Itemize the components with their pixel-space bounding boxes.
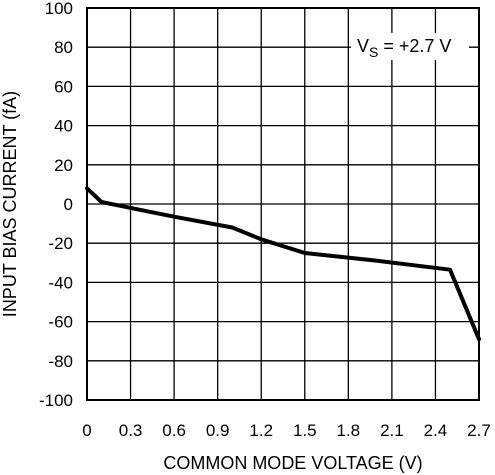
- x-tick-label: 0: [82, 421, 91, 440]
- plot-frame: [86, 7, 480, 401]
- series-layer: [85, 186, 481, 342]
- x-tick-label: 2.1: [380, 421, 404, 440]
- grid: [87, 8, 479, 400]
- y-tick-label: 20: [54, 156, 73, 175]
- x-tick-label: 1.8: [337, 421, 361, 440]
- x-tick-label: 0.3: [119, 421, 143, 440]
- x-tick-label: 1.2: [249, 421, 273, 440]
- x-tick-label: 0.9: [206, 421, 230, 440]
- x-tick-label: 2.7: [467, 421, 491, 440]
- y-axis-title: INPUT BIAS CURRENT (fA): [0, 91, 20, 317]
- annotation-label: VS = +2.7 V: [357, 36, 451, 60]
- y-tick-label: 0: [64, 195, 73, 214]
- x-tick-label: 1.5: [293, 421, 317, 440]
- annotation-background: [351, 33, 469, 60]
- y-tick-label: -60: [48, 313, 73, 332]
- x-tick-label: 0.6: [162, 421, 186, 440]
- x-tick-label: 2.4: [424, 421, 448, 440]
- series-line: [85, 186, 481, 342]
- tick-labels: 0 0.3 0.6 0.9 1.2 1.5 1.8 2.1 2.4 2.7 100 80 60 40 20 0…: [39, 0, 491, 440]
- y-tick-label: 80: [54, 38, 73, 57]
- y-tick-label: -100: [39, 391, 73, 410]
- y-tick-label: -20: [48, 234, 73, 253]
- y-tick-label: 100: [45, 0, 73, 18]
- annotation: VS = +2.7 V: [351, 33, 469, 60]
- y-tick-label: 60: [54, 77, 73, 96]
- annotation-subscript: S: [369, 44, 378, 60]
- y-tick-label: 40: [54, 117, 73, 136]
- annotation-prefix: V: [357, 36, 369, 56]
- annotation-suffix: = +2.7 V: [378, 36, 451, 56]
- y-tick-label: -40: [48, 273, 73, 292]
- y-tick-label: -80: [48, 352, 73, 371]
- x-axis-title: COMMON MODE VOLTAGE (V): [163, 453, 422, 473]
